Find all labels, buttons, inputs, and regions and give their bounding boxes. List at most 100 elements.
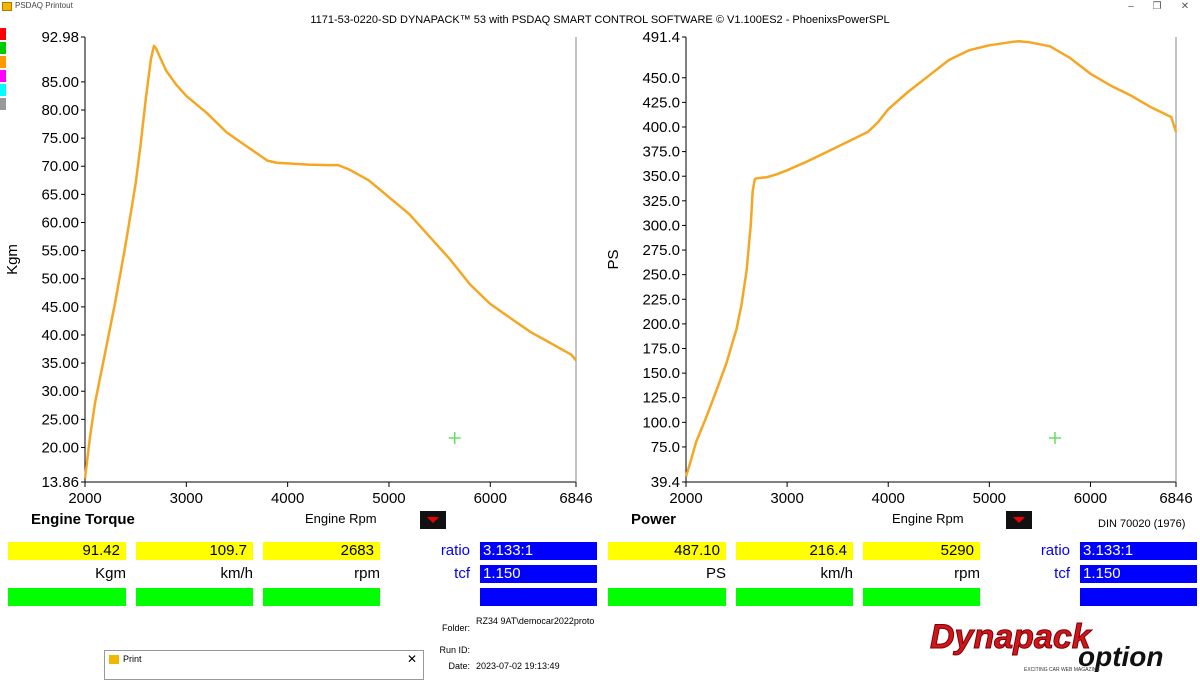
x-tick-label: 6000 <box>474 490 507 507</box>
torque-dropdown-button[interactable] <box>420 511 446 529</box>
x-tick-label: 6846 <box>559 490 592 507</box>
y-tick-label: 35.00 <box>41 355 79 372</box>
y-tick-label: 39.4 <box>651 474 680 491</box>
y-tick-label: 100.0 <box>642 414 680 431</box>
y-tick-label: 13.86 <box>41 474 79 491</box>
y-tick-label: 275.0 <box>642 242 680 259</box>
power-chart: 39.4 75.0 100.0 125.0 150.0 175.0 200.0 225.0 25… <box>605 29 1193 507</box>
print-dialog-title: Print <box>123 654 142 664</box>
minimize-button[interactable]: – <box>1128 1 1134 12</box>
x-tick-label: 6000 <box>1074 490 1107 507</box>
power-rpm-green-bar <box>863 588 980 606</box>
torque-rpm-value: 2683 <box>263 542 380 560</box>
y-tick-label: 65.00 <box>41 186 79 203</box>
logo-tagline: EXCITING CAR WEB MAGAZINE <box>1024 667 1101 673</box>
swatch[interactable] <box>0 84 6 96</box>
y-tick-label: 125.0 <box>642 390 680 407</box>
y-tick-label: 50.00 <box>41 271 79 288</box>
power-series-line <box>684 39 1178 477</box>
y-tick-label: 92.98 <box>41 29 79 46</box>
x-tick-label: 3000 <box>770 490 803 507</box>
y-tick-label: 250.0 <box>642 267 680 284</box>
power-dropdown-button[interactable] <box>1006 511 1032 529</box>
swatch[interactable] <box>0 70 6 82</box>
app-icon <box>2 2 12 11</box>
logo-option-text: option <box>1078 641 1164 672</box>
power-tcf-value: 1.150 <box>1080 565 1197 583</box>
dynapack-option-logo: Dynapack option EXCITING CAR WEB MAGAZIN… <box>930 618 1164 673</box>
din-standard: DIN 70020 (1976) <box>1098 518 1186 530</box>
x-tick-label: 2000 <box>68 490 101 507</box>
torque-speed-green-bar <box>136 588 253 606</box>
torque-ratio-label: ratio <box>440 542 470 559</box>
y-tick-label: 60.00 <box>41 214 79 231</box>
x-tick-label: 3000 <box>170 490 203 507</box>
power-speed-value: 216.4 <box>736 542 853 560</box>
torque-green-bar <box>8 588 126 606</box>
torque-tcf-label: tcf <box>454 565 470 582</box>
swatch[interactable] <box>0 42 6 54</box>
torque-chart: 13.86 20.00 25.00 30.00 35.00 40.00 45.00 50.00… <box>4 29 593 507</box>
folder-label: Folder: <box>441 623 470 633</box>
y-tick-label: 75.0 <box>651 439 680 456</box>
power-rpm-value: 5290 <box>863 542 980 560</box>
x-tick-label: 4000 <box>271 490 304 507</box>
folder-value: RZ34 9AT\democar2022proto <box>476 616 595 626</box>
power-speed-unit: km/h <box>820 565 853 582</box>
date-value: 2023-07-02 19:13:49 <box>476 661 560 671</box>
power-ratio-value: 3.133:1 <box>1080 542 1197 560</box>
y-tick-label: 85.00 <box>41 74 79 91</box>
torque-y-axis-label: Kgm <box>4 244 21 275</box>
y-tick-label: 45.00 <box>41 299 79 316</box>
runid-label: Run ID: <box>439 645 470 655</box>
window-titlebar: PSDAQ Printout – ❐ ✕ <box>0 0 1200 14</box>
y-tick-label: 325.0 <box>642 193 680 210</box>
y-tick-label: 75.00 <box>41 130 79 147</box>
y-tick-label: 70.00 <box>41 158 79 175</box>
power-value: 487.10 <box>608 542 726 560</box>
y-tick-label: 40.00 <box>41 327 79 344</box>
torque-speed-value: 109.7 <box>136 542 253 560</box>
power-green-bar <box>608 588 726 606</box>
x-tick-label: 4000 <box>872 490 905 507</box>
y-tick-label: 80.00 <box>41 102 79 119</box>
print-dialog[interactable]: Print ✕ <box>104 650 424 680</box>
swatch[interactable] <box>0 28 6 40</box>
date-label: Date: <box>448 661 470 671</box>
torque-rpm-label: Engine Rpm <box>305 511 377 526</box>
power-ratio-label: ratio <box>1040 542 1070 559</box>
y-tick-label: 375.0 <box>642 144 680 161</box>
x-tick-label: 6846 <box>1159 490 1192 507</box>
y-tick-label: 491.4 <box>642 29 680 46</box>
power-y-axis-label: PS <box>605 249 622 269</box>
maximize-button[interactable]: ❐ <box>1152 1 1162 12</box>
power-section-title: Power <box>631 511 677 528</box>
y-tick-label: 225.0 <box>642 291 680 308</box>
torque-speed-unit: km/h <box>220 565 253 582</box>
torque-unit: Kgm <box>95 565 126 582</box>
torque-value: 91.42 <box>8 542 126 560</box>
y-tick-label: 450.0 <box>642 70 680 87</box>
x-tick-label: 5000 <box>973 490 1006 507</box>
power-tcf-label: tcf <box>1054 565 1070 582</box>
y-tick-label: 30.00 <box>41 383 79 400</box>
page-title: 1171-53-0220-SD DYNAPACK™ 53 with PSDAQ … <box>310 14 890 26</box>
power-speed-green-bar <box>736 588 853 606</box>
power-blue-bar <box>1080 588 1197 606</box>
print-close-button[interactable]: ✕ <box>406 652 417 666</box>
app-title: PSDAQ Printout <box>15 1 73 10</box>
print-icon <box>109 655 119 664</box>
x-tick-label: 5000 <box>372 490 405 507</box>
torque-section-title: Engine Torque <box>31 511 135 528</box>
x-tick-label: 2000 <box>669 490 702 507</box>
swatch[interactable] <box>0 98 6 110</box>
torque-rpm-green-bar <box>263 588 380 606</box>
y-tick-label: 20.00 <box>41 439 79 456</box>
torque-ratio-value: 3.133:1 <box>480 542 597 560</box>
close-button[interactable]: ✕ <box>1180 1 1190 12</box>
y-tick-label: 150.0 <box>642 365 680 382</box>
swatch[interactable] <box>0 56 6 68</box>
torque-blue-bar <box>480 588 597 606</box>
y-tick-label: 300.0 <box>642 217 680 234</box>
torque-series-line <box>83 44 577 479</box>
